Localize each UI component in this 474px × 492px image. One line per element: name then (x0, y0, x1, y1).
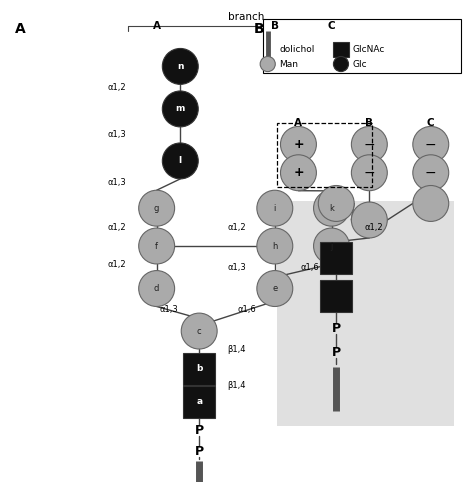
Text: −: − (425, 166, 437, 180)
Bar (183, 386, 215, 418)
Text: A: A (294, 118, 302, 128)
Text: α1,2: α1,2 (228, 222, 246, 232)
Text: l: l (179, 156, 182, 165)
Text: n: n (177, 62, 183, 71)
Text: α1,3: α1,3 (159, 306, 178, 314)
Text: a: a (196, 398, 202, 406)
Text: α1,6: α1,6 (237, 306, 256, 314)
Text: −: − (364, 137, 375, 152)
Circle shape (162, 91, 198, 127)
Text: h: h (272, 242, 277, 250)
Bar (263, 19, 462, 73)
Text: e: e (272, 284, 277, 293)
Text: g: g (154, 204, 159, 213)
Circle shape (351, 155, 387, 191)
Text: A: A (153, 21, 161, 31)
Text: P: P (195, 424, 204, 437)
Circle shape (351, 126, 387, 162)
Text: α1,3: α1,3 (228, 263, 246, 272)
Text: β1,4: β1,4 (228, 381, 246, 390)
Circle shape (257, 190, 293, 226)
Text: branch: branch (228, 11, 264, 22)
Text: Glc: Glc (353, 60, 367, 68)
Text: P: P (195, 445, 204, 458)
Text: GlcNAc: GlcNAc (353, 45, 385, 55)
Circle shape (162, 143, 198, 179)
Text: Man: Man (280, 60, 299, 68)
Text: dolichol: dolichol (280, 45, 315, 55)
Text: i: i (273, 204, 276, 213)
Circle shape (260, 57, 275, 72)
Bar (277, 123, 372, 187)
Text: b: b (196, 365, 202, 373)
Circle shape (413, 126, 449, 162)
Bar (320, 279, 352, 312)
Circle shape (257, 228, 293, 264)
Circle shape (181, 313, 217, 349)
Text: f: f (155, 242, 158, 250)
Circle shape (281, 155, 317, 191)
Text: C: C (328, 21, 335, 31)
Circle shape (351, 202, 387, 238)
Text: B: B (254, 22, 264, 35)
Text: k: k (329, 204, 334, 213)
Bar (183, 353, 215, 385)
Text: +: + (293, 166, 304, 179)
Circle shape (139, 228, 174, 264)
Circle shape (139, 190, 174, 226)
Text: B: B (271, 21, 279, 31)
Text: P: P (332, 346, 341, 359)
Circle shape (333, 57, 348, 72)
Text: α1,2: α1,2 (107, 83, 126, 92)
Circle shape (318, 185, 354, 221)
Circle shape (257, 271, 293, 307)
Circle shape (413, 155, 449, 191)
Text: j: j (330, 242, 333, 250)
Circle shape (139, 271, 174, 307)
Text: B: B (365, 118, 374, 128)
Text: α1,3: α1,3 (107, 178, 126, 186)
Text: d: d (154, 284, 159, 293)
Text: −: − (425, 137, 437, 152)
Text: α1,3: α1,3 (107, 130, 126, 139)
Circle shape (314, 228, 349, 264)
Bar (333, 42, 348, 58)
Text: α1,2: α1,2 (107, 260, 126, 270)
Text: β1,4: β1,4 (228, 345, 246, 354)
Text: α1,6: α1,6 (301, 263, 319, 272)
Bar (277, 201, 455, 426)
Circle shape (413, 185, 449, 221)
Circle shape (314, 190, 349, 226)
Text: P: P (332, 322, 341, 335)
Text: c: c (197, 327, 201, 336)
Bar (320, 242, 352, 274)
Text: +: + (293, 138, 304, 151)
Circle shape (281, 126, 317, 162)
Text: α1,2: α1,2 (107, 222, 126, 232)
Circle shape (162, 48, 198, 84)
Text: C: C (427, 118, 435, 128)
Text: A: A (15, 22, 26, 35)
Text: α1,2: α1,2 (365, 222, 383, 232)
Text: m: m (175, 104, 185, 114)
Text: −: − (364, 166, 375, 180)
